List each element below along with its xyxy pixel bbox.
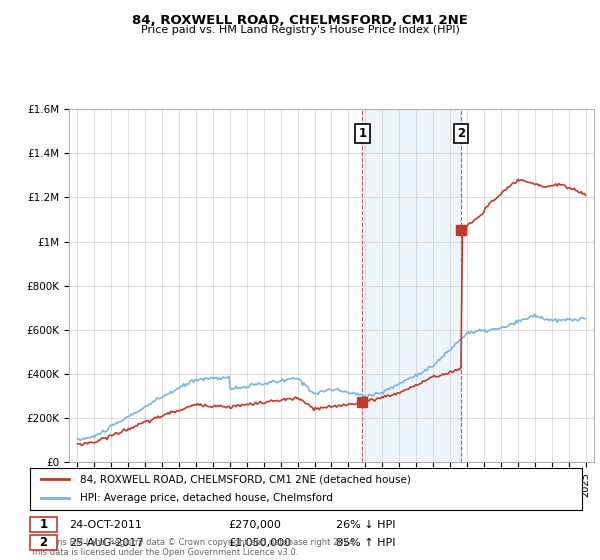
Text: 84, ROXWELL ROAD, CHELMSFORD, CM1 2NE (detached house): 84, ROXWELL ROAD, CHELMSFORD, CM1 2NE (d… bbox=[80, 474, 410, 484]
Text: 2: 2 bbox=[40, 536, 47, 549]
Text: 85% ↑ HPI: 85% ↑ HPI bbox=[336, 538, 395, 548]
Bar bbox=[362, 109, 461, 462]
Text: £1,050,000: £1,050,000 bbox=[228, 538, 291, 548]
Text: 26% ↓ HPI: 26% ↓ HPI bbox=[336, 520, 395, 530]
Text: 25-AUG-2017: 25-AUG-2017 bbox=[69, 538, 143, 548]
Text: 2: 2 bbox=[457, 127, 465, 140]
Text: 84, ROXWELL ROAD, CHELMSFORD, CM1 2NE: 84, ROXWELL ROAD, CHELMSFORD, CM1 2NE bbox=[132, 14, 468, 27]
Text: £270,000: £270,000 bbox=[228, 520, 281, 530]
Text: 24-OCT-2011: 24-OCT-2011 bbox=[69, 520, 142, 530]
Text: 1: 1 bbox=[40, 518, 47, 531]
Text: Contains HM Land Registry data © Crown copyright and database right 2024.
This d: Contains HM Land Registry data © Crown c… bbox=[30, 538, 356, 557]
Text: 1: 1 bbox=[358, 127, 367, 140]
Text: HPI: Average price, detached house, Chelmsford: HPI: Average price, detached house, Chel… bbox=[80, 493, 332, 503]
Text: Price paid vs. HM Land Registry's House Price Index (HPI): Price paid vs. HM Land Registry's House … bbox=[140, 25, 460, 35]
